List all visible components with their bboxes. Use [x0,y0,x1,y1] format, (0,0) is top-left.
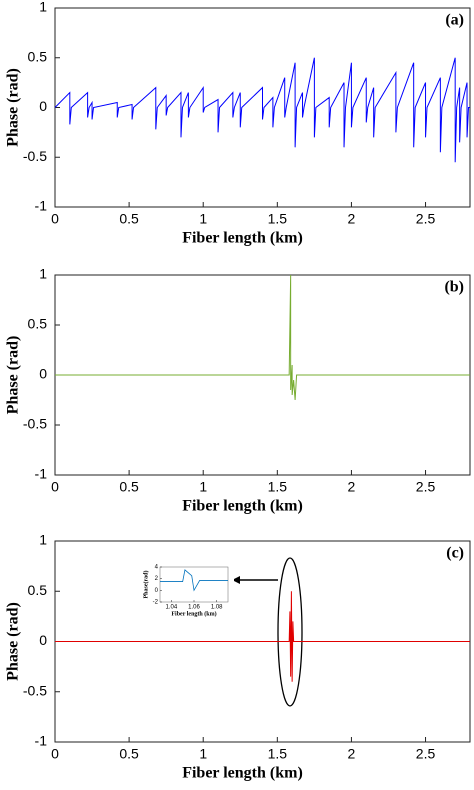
x-tick-label: 0 [51,746,59,762]
x-tick-label: 1.06 [188,605,200,611]
y-axis-label: Phase (rad) [5,68,22,147]
x-tick-label: 1.5 [268,746,288,762]
x-tick-label: 2.5 [416,746,436,762]
y-tick-label: -1 [35,198,48,214]
panel-label: (c) [446,545,464,562]
x-tick-label: 1 [199,211,207,227]
panel-label: (a) [445,12,464,29]
x-tick-label: 1.5 [268,211,288,227]
inset-background [130,561,234,622]
x-axis-label: Fiber length (km) [182,498,303,515]
data-line [55,591,470,682]
y-tick-label: 1 [39,266,47,282]
y-tick-label: 2 [155,576,159,582]
data-line [54,57,470,163]
x-tick-label: 2 [348,479,356,495]
x-tick-label: 2.5 [416,479,436,495]
y-tick-label: -0.5 [23,416,47,432]
y-tick-label: 0 [155,588,159,594]
x-axis-label: Fiber length (km) [182,765,303,782]
x-tick-label: 0 [51,479,59,495]
x-tick-label: 0.5 [119,211,139,227]
y-axis-label: Phase (rad) [5,336,22,415]
x-tick-label: 1 [199,746,207,762]
panel-label: (b) [444,279,464,296]
y-tick-label: 0 [39,98,47,114]
y-tick-label: 1 [39,0,47,15]
x-tick-label: 1 [199,479,207,495]
x-tick-label: 1.5 [268,479,288,495]
y-tick-label: -0.5 [23,148,47,164]
y-axis-label: Phase(rad) [142,571,149,599]
y-axis-label: Phase (rad) [5,602,22,681]
y-tick-label: 4 [155,565,159,571]
y-tick-label: -2 [153,600,159,606]
x-axis-label: Fiber length (km) [171,610,216,617]
highlight-ellipse [277,557,303,707]
y-tick-label: -1 [35,466,48,482]
y-tick-label: 0.5 [28,582,48,598]
y-tick-label: -0.5 [23,682,47,698]
x-tick-label: 2.5 [416,211,436,227]
x-tick-label: 0 [51,211,59,227]
y-tick-label: 0 [39,632,47,648]
x-tick-label: 1.04 [165,605,177,611]
x-tick-label: 0.5 [119,479,139,495]
data-line [160,569,228,592]
x-tick-label: 0.5 [119,746,139,762]
y-tick-label: 0.5 [28,48,48,64]
data-line [55,274,470,401]
y-tick-label: 0 [39,366,47,382]
x-tick-label: 1.08 [211,605,223,611]
arrow-head [232,576,240,584]
y-tick-label: 1 [39,532,47,548]
y-tick-label: 0.5 [28,316,48,332]
y-tick-label: -1 [35,733,48,749]
x-axis-label: Fiber length (km) [182,230,303,247]
x-tick-label: 2 [348,746,356,762]
x-tick-label: 2 [348,211,356,227]
